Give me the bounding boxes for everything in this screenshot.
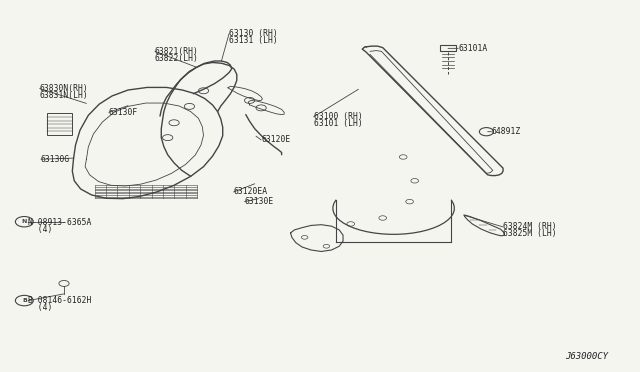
Text: 63130 (RH): 63130 (RH) bbox=[229, 29, 278, 38]
Text: 63101 (LH): 63101 (LH) bbox=[314, 119, 362, 128]
Text: 63130E: 63130E bbox=[244, 197, 274, 206]
Text: 63131 (LH): 63131 (LH) bbox=[229, 36, 278, 45]
Text: 63130G: 63130G bbox=[41, 155, 70, 164]
Text: 63821(RH): 63821(RH) bbox=[155, 47, 199, 56]
Text: N 08913-6365A: N 08913-6365A bbox=[28, 218, 92, 227]
Text: J63000CY: J63000CY bbox=[565, 352, 608, 361]
Bar bbox=[440, 45, 456, 51]
Text: 64891Z: 64891Z bbox=[492, 127, 521, 136]
Text: 63822(LH): 63822(LH) bbox=[155, 54, 199, 62]
Text: (4): (4) bbox=[28, 225, 52, 234]
Bar bbox=[47, 113, 72, 135]
Text: 63120EA: 63120EA bbox=[234, 187, 268, 196]
Text: 63100 (RH): 63100 (RH) bbox=[314, 112, 362, 121]
Text: 63830N(RH): 63830N(RH) bbox=[40, 84, 88, 93]
Text: N: N bbox=[22, 219, 27, 224]
Text: B: B bbox=[22, 298, 27, 303]
Text: 63831N(LH): 63831N(LH) bbox=[40, 91, 88, 100]
Text: B 08146-6162H: B 08146-6162H bbox=[28, 296, 92, 305]
Text: 63130F: 63130F bbox=[109, 108, 138, 117]
Text: 63120E: 63120E bbox=[261, 135, 291, 144]
Text: 63101A: 63101A bbox=[458, 44, 488, 53]
Text: 63824M (RH): 63824M (RH) bbox=[503, 222, 557, 231]
Text: (4): (4) bbox=[28, 303, 52, 312]
Text: 63825M (LH): 63825M (LH) bbox=[503, 229, 557, 238]
